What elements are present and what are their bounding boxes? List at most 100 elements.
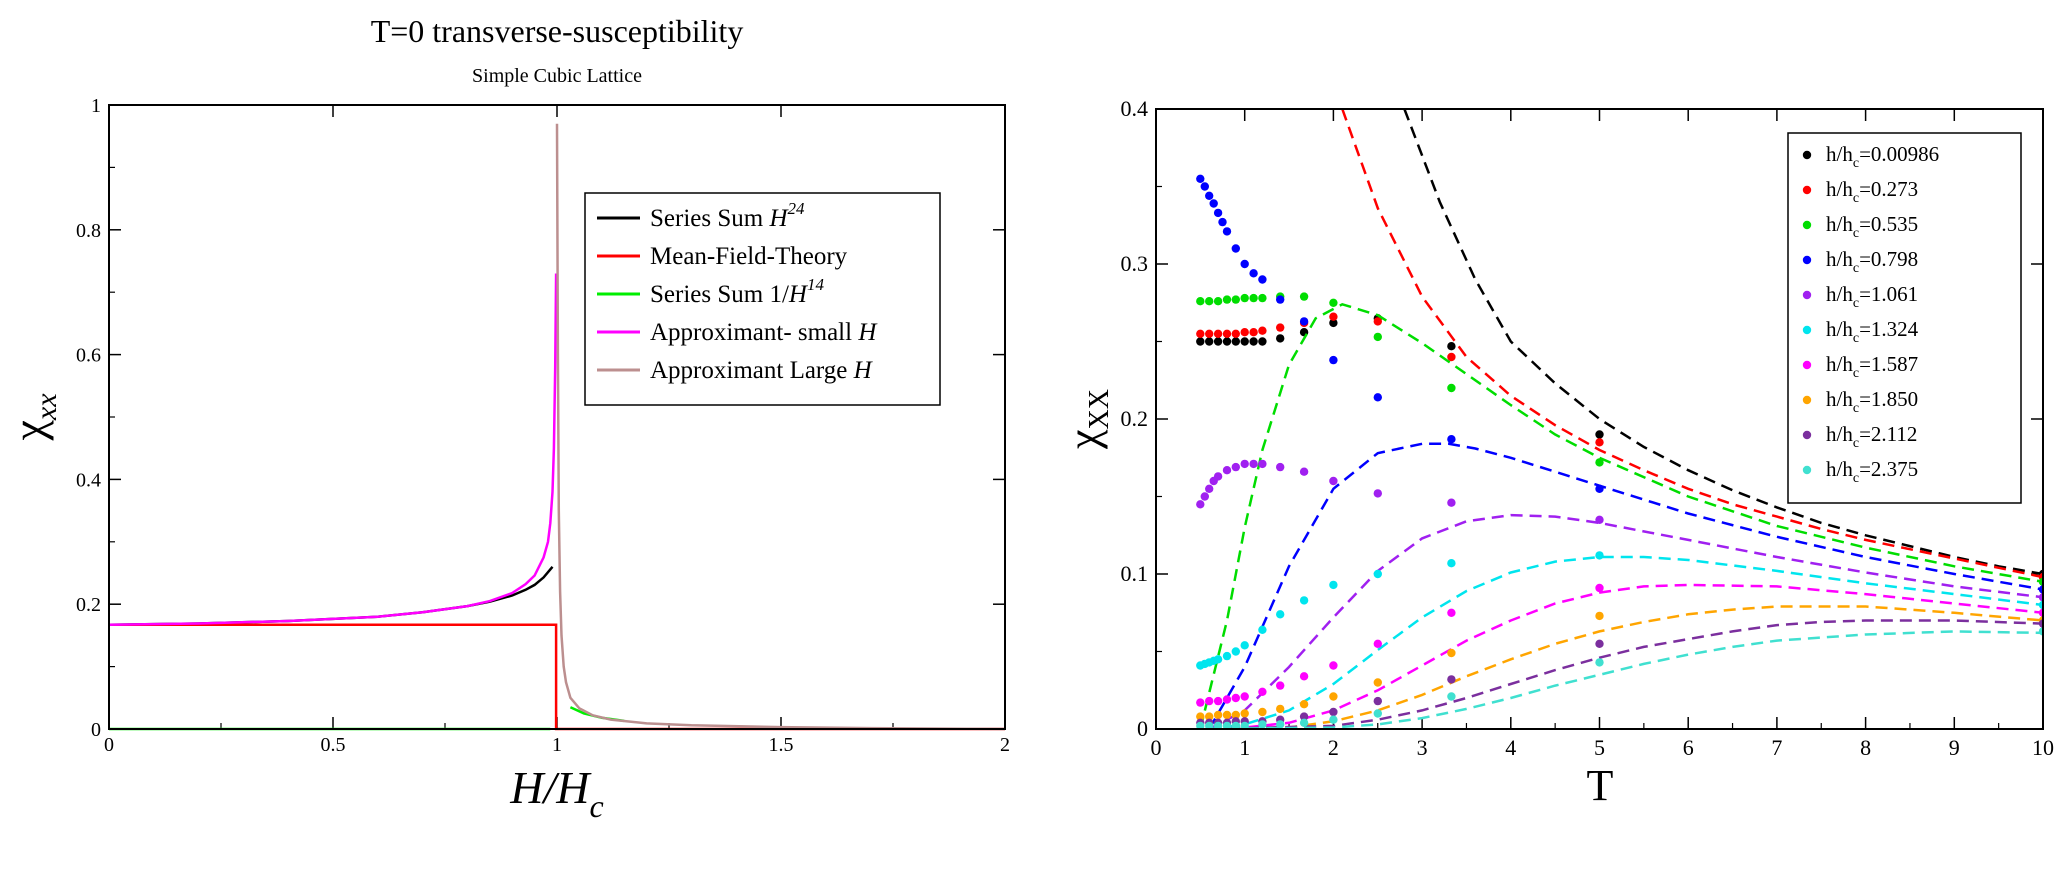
right-series-point-1 <box>1447 352 1456 362</box>
left-series-line-4 <box>108 273 558 627</box>
right-series-point-0 <box>1222 337 1232 346</box>
right-series-point-9 <box>1595 658 1604 667</box>
right-legend-label-4: h/hc=1.061 <box>1826 282 1918 311</box>
right-series-point-7 <box>1213 710 1223 720</box>
right-series-point-2 <box>1329 298 1338 307</box>
left-x-axis-label: H/Hc <box>509 762 603 824</box>
left-x-tick-label: 0 <box>104 734 114 756</box>
right-series-point-2 <box>1595 458 1604 467</box>
left-y-axis-label-sub: xx <box>30 393 63 421</box>
right-series-point-8 <box>1329 707 1338 717</box>
right-series-point-3 <box>1231 244 1241 253</box>
left-series-line-1 <box>109 623 1005 731</box>
right-series-point-4 <box>2038 593 2043 602</box>
right-series-point-5 <box>1373 569 1383 579</box>
right-series-point-2 <box>1299 292 1309 301</box>
left-ticks: 0 0.5 1 1.5 2 0 0.2 0.4 0.6 0.8 1 <box>76 95 1010 756</box>
right-y-tick-label: 0.2 <box>1121 406 1149 431</box>
right-series-curve-4 <box>1208 513 2043 729</box>
right-series-point-1 <box>1213 329 1223 338</box>
right-legend-marker-8 <box>1802 430 1812 440</box>
left-y-tick-label: 0.2 <box>76 594 101 616</box>
left-legend-label-3: Approximant- small H <box>650 319 878 346</box>
left-x-axis-label-main: H/H <box>509 762 592 813</box>
right-series-point-4 <box>1299 467 1309 476</box>
left-legend-box <box>584 192 941 406</box>
right-series-point-5 <box>1258 625 1267 634</box>
right-series-point-9 <box>1240 721 1249 729</box>
right-series-point-1 <box>1258 326 1267 335</box>
right-series-point-6 <box>1258 687 1267 696</box>
right-series-point-5 <box>1329 580 1338 590</box>
right-series-point-4 <box>1196 500 1205 509</box>
right-legend: h/hc=0.00986 h/hc=0.273 h/hc=0.535 h/hc=0.7… <box>1787 132 2022 504</box>
right-x-tick-label: 2 <box>1328 735 1339 760</box>
right-series-point-4 <box>1276 462 1285 472</box>
right-series-point-6 <box>1276 681 1285 690</box>
right-series-point-7 <box>1329 692 1338 701</box>
right-legend-marker-0 <box>1802 150 1812 160</box>
right-series-point-2 <box>2038 577 2043 586</box>
right-legend-label-2: h/hc=0.535 <box>1826 212 1918 241</box>
right-legend-marker-5 <box>1802 325 1812 335</box>
right-series-point-7 <box>1240 709 1249 718</box>
left-legend-label-4: Approximant Large H <box>650 357 874 384</box>
right-series-point-7 <box>1373 678 1383 687</box>
right-series-point-1 <box>1240 328 1249 337</box>
right-series-point-0 <box>1196 337 1205 346</box>
right-series-point-1 <box>1222 329 1232 338</box>
right-series-point-9 <box>1222 721 1232 729</box>
right-series-point-0 <box>1329 318 1338 328</box>
right-series-point-4 <box>1249 459 1258 469</box>
right-series-point-2 <box>1258 293 1267 303</box>
left-y-tick-label: 0.4 <box>76 469 101 491</box>
right-series-point-9 <box>1276 720 1285 729</box>
right-y-tick-label: 0.4 <box>1121 96 1149 121</box>
right-series-point-4 <box>1329 476 1338 486</box>
right-series-point-6 <box>1329 661 1338 670</box>
right-series-point-3 <box>1329 355 1338 365</box>
right-series-point-3 <box>1196 174 1205 183</box>
right-x-tick-label: 8 <box>1860 735 1871 760</box>
right-series-point-1 <box>1205 329 1214 338</box>
right-series-point-7 <box>1447 648 1456 658</box>
right-series-point-3 <box>1213 208 1223 218</box>
right-series-point-8 <box>1447 675 1456 684</box>
right-y-axis-label-sub: XX <box>1084 389 1115 429</box>
right-series-point-3 <box>1447 435 1456 444</box>
right-series-point-5 <box>1595 551 1604 560</box>
right-series-point-5 <box>1222 651 1232 661</box>
right-series-point-7 <box>1299 700 1309 709</box>
right-series-group-5 <box>1196 551 2043 729</box>
left-y-axis-label-main: χ <box>3 420 54 442</box>
right-series-curve-1 <box>1341 109 2043 579</box>
right-series-point-6 <box>1205 696 1214 706</box>
right-series-point-9 <box>1196 721 1205 729</box>
right-series-point-3 <box>1205 191 1214 200</box>
right-plot-frame <box>1155 108 2044 730</box>
right-series-point-4 <box>1447 498 1456 507</box>
right-legend-label-5: h/hc=1.324 <box>1826 317 1919 346</box>
right-series-point-3 <box>1595 484 1604 493</box>
right-series-point-0 <box>1276 334 1285 343</box>
right-series-point-3 <box>1222 227 1232 236</box>
right-series-point-3 <box>1209 199 1218 208</box>
right-series-point-2 <box>1222 295 1232 304</box>
right-series-point-5 <box>1213 655 1223 664</box>
left-x-tick-label: 1.5 <box>769 734 794 756</box>
right-x-tick-label: 4 <box>1505 735 1516 760</box>
right-series-point-2 <box>1231 295 1241 304</box>
right-series-point-0 <box>1213 337 1223 346</box>
right-series-point-1 <box>1595 438 1604 447</box>
right-legend-box <box>1787 132 2022 504</box>
right-y-axis-label-main: χ <box>1059 429 1108 450</box>
right-series-group-4 <box>1196 459 2043 729</box>
right-series-point-7 <box>1276 704 1285 714</box>
right-series-point-4 <box>1222 466 1232 475</box>
right-series-point-0 <box>1447 342 1456 351</box>
right-legend-label-7: h/hc=1.850 <box>1826 387 1918 416</box>
left-x-axis-label-sub: c <box>590 788 604 824</box>
right-series-point-1 <box>1373 317 1383 326</box>
right-series-point-0 <box>1231 337 1241 346</box>
